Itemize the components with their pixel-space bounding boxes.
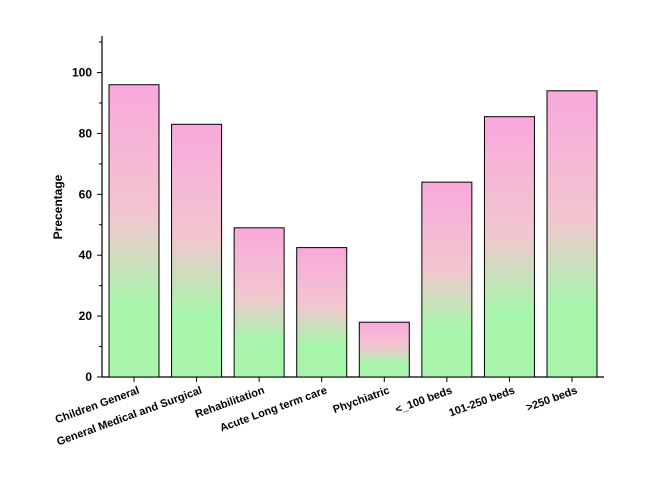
y-tick-label: 0 [85, 370, 92, 384]
y-axis-title: Precentage [51, 174, 65, 239]
x-tick-label: >250 beds [525, 385, 579, 415]
y-tick-label: 40 [79, 248, 93, 262]
bar [421, 181, 473, 378]
bar [358, 321, 410, 378]
x-tick-label: Phychiatric [331, 385, 391, 417]
bar [296, 247, 348, 378]
x-tick-label: 101-250 beds [447, 385, 516, 420]
y-tick-label: 80 [79, 126, 93, 140]
bar [108, 84, 160, 378]
y-tick-label: 100 [72, 66, 92, 80]
bar [483, 116, 535, 378]
bar [546, 90, 598, 378]
bar [233, 227, 285, 378]
x-tick-label: Acute Long term care [218, 385, 328, 435]
y-tick-label: 60 [79, 187, 93, 201]
bar [171, 123, 223, 378]
x-tick-label: <_100 beds [394, 385, 454, 417]
y-tick-label: 20 [79, 309, 93, 323]
